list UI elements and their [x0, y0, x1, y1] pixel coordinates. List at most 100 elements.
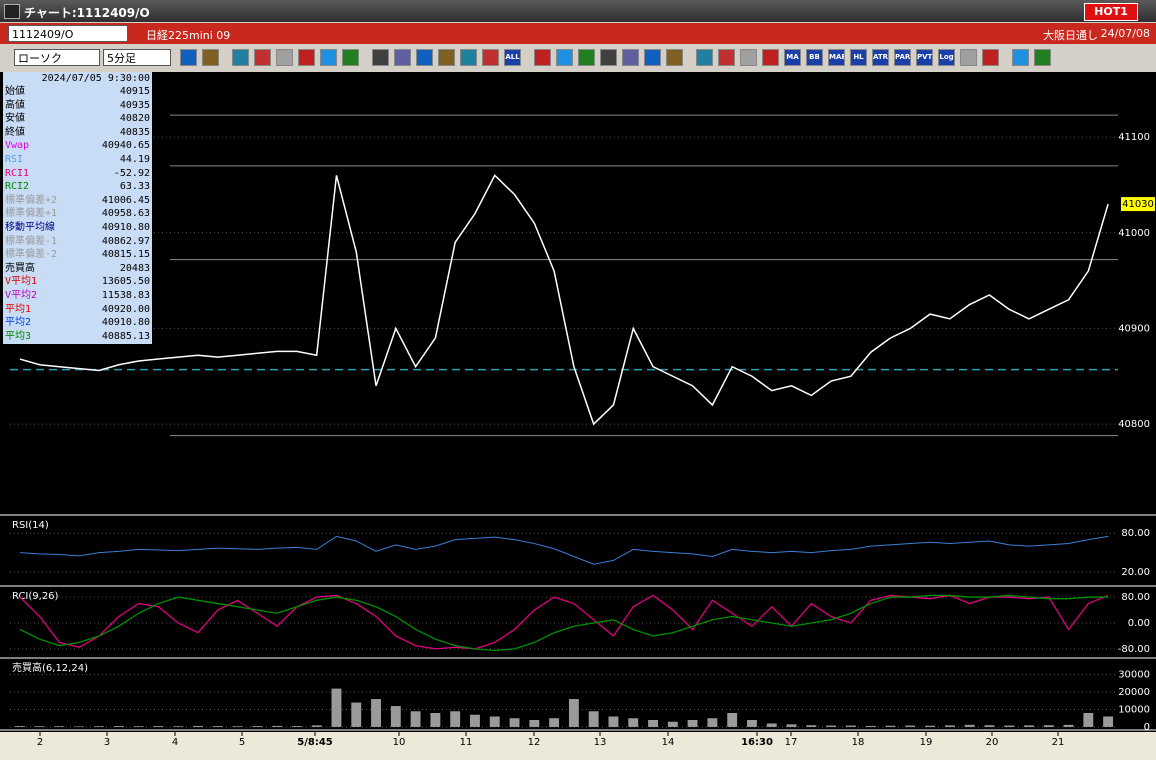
volume-bar	[34, 726, 45, 727]
toolbar-button[interactable]: ATR	[872, 49, 889, 66]
toolbar-button[interactable]: BB	[806, 49, 823, 66]
info-row: 売買高 20483	[5, 262, 150, 275]
chart-bg	[0, 72, 1156, 732]
info-datetime: 2024/07/05 9:30:00	[41, 73, 150, 84]
info-row: 標準偏差-2 40815.15	[5, 248, 150, 261]
info-row: 高値 40935	[5, 99, 150, 112]
info-row: 平均1 40920.00	[5, 303, 150, 316]
toolbar-button[interactable]	[320, 49, 337, 66]
chart-type-combo[interactable]: ローソク	[14, 49, 100, 66]
volume-bar	[549, 718, 560, 727]
x-tick-label: 3	[104, 737, 110, 748]
toolbar-button[interactable]: MAE	[828, 49, 845, 66]
info-value: 40940.65	[101, 140, 150, 152]
toolbar-button[interactable]	[276, 49, 293, 66]
toolbar-button[interactable]	[298, 49, 315, 66]
toolbar-button[interactable]	[1012, 49, 1029, 66]
volume-bar	[826, 725, 837, 727]
volume-bar	[410, 711, 421, 727]
toolbar-button[interactable]	[342, 49, 359, 66]
x-tick-label: 5/8:45	[297, 737, 333, 748]
toolbar-button[interactable]	[482, 49, 499, 66]
toolbar-button[interactable]	[622, 49, 639, 66]
x-tick-label: 14	[662, 737, 675, 748]
toolbar-button[interactable]	[372, 49, 389, 66]
info-label: RCI1	[5, 167, 30, 179]
toolbar-button[interactable]: Log	[938, 49, 955, 66]
info-value: 40820	[119, 113, 150, 125]
toolbar-button[interactable]	[416, 49, 433, 66]
volume-bar	[1103, 716, 1114, 727]
toolbar-button[interactable]: MA	[784, 49, 801, 66]
volume-bar	[1004, 725, 1015, 727]
x-tick-label: 19	[920, 737, 933, 748]
panel-title: 売買高(6,12,24)	[12, 661, 88, 674]
info-label: 平均2	[5, 317, 32, 329]
toolbar-button[interactable]	[180, 49, 197, 66]
toolbar-button[interactable]: PAR	[894, 49, 911, 66]
x-tick-label: 17	[785, 737, 798, 748]
toolbar-button[interactable]	[666, 49, 683, 66]
chart-area: 408004090041000411004103020.0080.00RSI(1…	[0, 72, 1156, 760]
toolbar-button[interactable]	[982, 49, 999, 66]
info-value: 40910.80	[101, 222, 150, 233]
hot-button[interactable]: HOT1	[1084, 3, 1138, 21]
toolbar-button[interactable]	[254, 49, 271, 66]
y-tick-label: 41100	[1118, 132, 1150, 143]
toolbar-button[interactable]	[718, 49, 735, 66]
toolbar-button[interactable]	[534, 49, 551, 66]
info-label: 売買高	[5, 262, 35, 274]
volume-bar	[1043, 725, 1054, 727]
info-label: V平均1	[5, 276, 38, 288]
toolbar-button[interactable]	[740, 49, 757, 66]
info-panel: 2024/07/05 9:30:00 始値 40915 高値 40935 安値 40820…	[3, 72, 152, 344]
toolbar-button[interactable]: PVT	[916, 49, 933, 66]
y-tick-label: 0.00	[1128, 618, 1150, 629]
info-value: 40958.63	[101, 208, 150, 220]
volume-bar	[94, 726, 104, 727]
toolbar-button[interactable]	[960, 49, 977, 66]
volume-bar	[489, 716, 500, 727]
volume-bar	[173, 726, 184, 727]
info-label: 終値	[5, 126, 25, 138]
toolbar-button[interactable]	[460, 49, 477, 66]
toolbar-button[interactable]: HL	[850, 49, 867, 66]
volume-bar	[272, 725, 283, 727]
info-value: 13605.50	[101, 276, 150, 288]
volume-bar	[291, 726, 302, 727]
symbol-combo[interactable]: 1112409/O	[8, 25, 128, 42]
toolbar-button[interactable]	[644, 49, 661, 66]
y-tick-label: 20.00	[1121, 567, 1150, 578]
toolbar-button[interactable]	[394, 49, 411, 66]
toolbar-button[interactable]	[696, 49, 713, 66]
volume-bar	[371, 699, 381, 727]
x-tick-label: 2	[37, 737, 43, 748]
toolbar-button[interactable]: ALL	[504, 49, 521, 66]
toolbar-button[interactable]	[762, 49, 779, 66]
info-row: 平均3 40885.13	[5, 330, 150, 343]
volume-bar	[905, 725, 916, 727]
toolbar-button[interactable]	[578, 49, 595, 66]
volume-bar	[608, 716, 619, 727]
y-tick-label: 80.00	[1121, 592, 1150, 603]
toolbar-button[interactable]	[1034, 49, 1051, 66]
info-row: 標準偏差+1 40958.63	[5, 207, 150, 220]
y-tick-label: 40800	[1118, 419, 1150, 430]
toolbar-button[interactable]	[600, 49, 617, 66]
volume-bar	[390, 706, 401, 727]
window-title: チャート:1112409/O	[24, 6, 150, 20]
toolbar-button[interactable]	[556, 49, 573, 66]
info-row: RCI1 -52.92	[5, 167, 150, 180]
info-label: 平均1	[5, 303, 32, 315]
info-row: 始値 40915	[5, 85, 150, 98]
panel-title: RSI(14)	[12, 520, 49, 531]
toolbar-button[interactable]	[232, 49, 249, 66]
info-row: 安値 40820	[5, 112, 150, 125]
info-value: 40915	[119, 86, 150, 97]
info-value: 40815.15	[101, 249, 150, 261]
interval-combo[interactable]: 5分足	[103, 49, 171, 66]
x-tick-label: 13	[594, 737, 607, 748]
toolbar-button[interactable]	[202, 49, 219, 66]
toolbar-button[interactable]	[438, 49, 455, 66]
